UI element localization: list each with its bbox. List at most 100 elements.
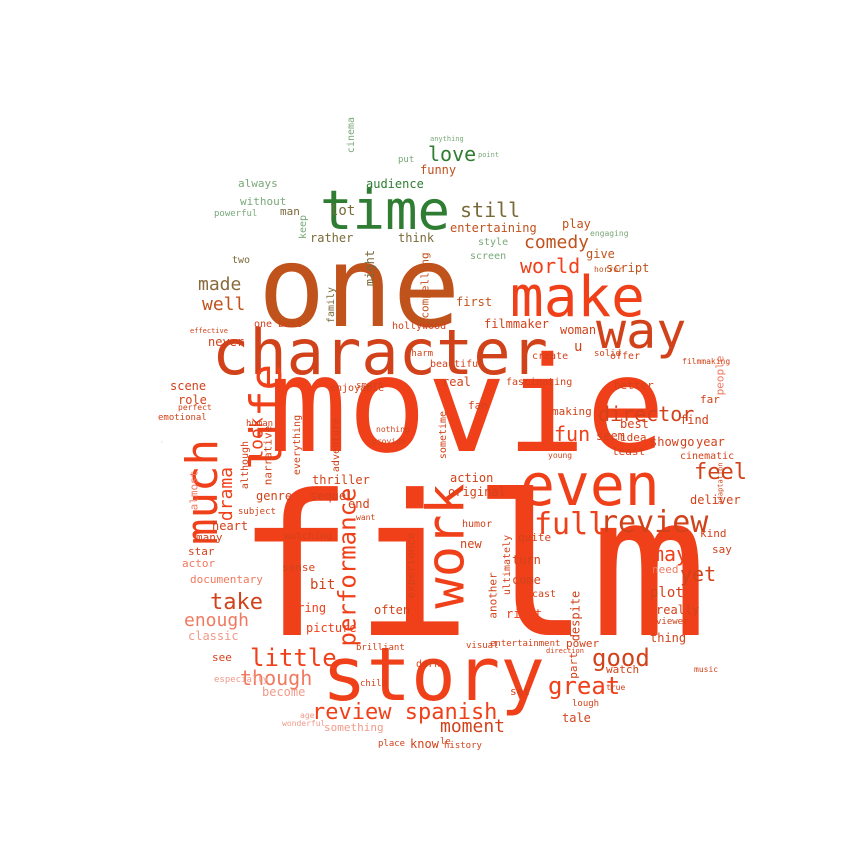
word-brilliant: brilliant — [356, 643, 405, 653]
word-wonderful: wonderful — [282, 719, 326, 728]
word-despite: despite — [568, 590, 583, 642]
word-find: find — [680, 413, 709, 427]
word-world: world — [520, 254, 581, 278]
word-role: role — [178, 393, 207, 407]
word-year: year — [696, 435, 725, 449]
word-best: best — [620, 417, 649, 431]
word-give: give — [586, 247, 615, 261]
word-offer: offer — [610, 351, 641, 362]
word-really: really — [656, 603, 700, 617]
word-enough: enough — [184, 610, 250, 631]
word-fascinating: fascinating — [506, 377, 573, 388]
word-music: music — [694, 665, 719, 674]
word-time: time — [320, 179, 451, 242]
word-though: though — [240, 666, 313, 690]
word-way: way — [596, 302, 687, 360]
word-viewer: viewer — [656, 617, 689, 627]
word-something: something — [324, 721, 384, 734]
word-might: might — [363, 249, 378, 287]
word-full: full — [534, 507, 607, 542]
word-narrative: narrative — [261, 425, 275, 486]
word-show: show — [650, 435, 679, 449]
word-hollywood: hollywood — [392, 321, 447, 332]
word-drama: drama — [216, 466, 238, 522]
word-watching: watching — [284, 531, 333, 542]
word-filmmaking: filmmaking — [682, 357, 731, 366]
word-play: play — [562, 217, 591, 231]
word-feel: feel — [694, 460, 747, 485]
word-made: made — [198, 274, 242, 295]
word-real: real — [442, 375, 471, 389]
word-although: although — [240, 440, 252, 490]
word-least: least — [612, 445, 646, 458]
word-emotional: emotional — [158, 413, 207, 423]
word-fun: fun — [554, 422, 591, 446]
word-without: without — [240, 195, 287, 208]
word-become: become — [262, 685, 306, 699]
word-experience: experience — [404, 532, 418, 599]
word-perfect: perfect — [178, 403, 212, 412]
word-even: even — [520, 451, 660, 519]
word-solid: solid — [594, 349, 622, 359]
word-still: still — [460, 198, 521, 222]
word-picture: picture — [306, 621, 357, 635]
word-great: great — [548, 672, 621, 700]
word-young: young — [548, 451, 573, 460]
word-power: power — [566, 637, 600, 650]
word-smart: smart — [356, 381, 384, 391]
word-good: good — [592, 644, 650, 672]
word-idea: idea — [620, 431, 647, 444]
word-lot: lot — [330, 203, 356, 219]
word-beautiful: beautiful — [430, 359, 485, 370]
word-making: making — [552, 405, 592, 418]
word-direction: direction — [546, 647, 584, 655]
word-filmmaker: filmmaker — [484, 317, 550, 331]
word-almost: almost — [187, 470, 201, 511]
word-nothing: nothing — [376, 425, 410, 434]
word-subject: subject — [238, 507, 276, 517]
word-u: u — [574, 339, 583, 355]
word-right: right — [506, 607, 543, 621]
word-visual: visual — [466, 641, 499, 651]
word-first: first — [456, 295, 493, 309]
word-little: little — [250, 644, 337, 672]
word-true: true — [606, 683, 626, 692]
word-bit: bit — [310, 577, 336, 593]
word-sometime: sometime — [438, 410, 450, 460]
word-may: may — [652, 542, 689, 566]
word-say: say — [712, 543, 732, 556]
word-age: age — [300, 711, 315, 720]
word-child: child — [360, 679, 388, 689]
word-better: better — [614, 379, 654, 392]
word-take: take — [210, 590, 263, 615]
word-thing: thing — [650, 631, 687, 645]
word-ultimately: ultimately — [502, 534, 514, 596]
word-director: director — [598, 402, 695, 426]
word-come: come — [512, 573, 541, 587]
word-anything: anything — [430, 135, 464, 143]
word-especially: especially — [214, 675, 269, 685]
word-two: two — [232, 255, 251, 266]
word-enjoyable: enjoyable — [330, 383, 385, 394]
word-screen: screen — [470, 251, 507, 262]
word-seem: seem — [596, 429, 625, 443]
word-review-spanish: review spanish — [312, 700, 498, 725]
word-want: want — [356, 513, 376, 522]
word-human: human — [246, 419, 274, 429]
word-heart: heart — [212, 519, 249, 533]
word-think: think — [398, 231, 435, 245]
word-family: family — [326, 286, 338, 324]
word-know: know — [410, 737, 439, 751]
word-actor: actor — [182, 557, 216, 570]
word-entertaining: entertaining — [450, 221, 537, 235]
word-cast: cast — [532, 589, 557, 600]
word-deliver: deliver — [690, 493, 741, 507]
word-end: end — [348, 497, 370, 511]
word-story: story — [322, 632, 545, 718]
word-adaptation: adaptation — [716, 462, 725, 505]
word-turn: turn — [512, 553, 541, 567]
word-kind: kind — [700, 527, 727, 540]
word-lough: lough — [572, 699, 600, 709]
word-man: man — [280, 205, 300, 218]
